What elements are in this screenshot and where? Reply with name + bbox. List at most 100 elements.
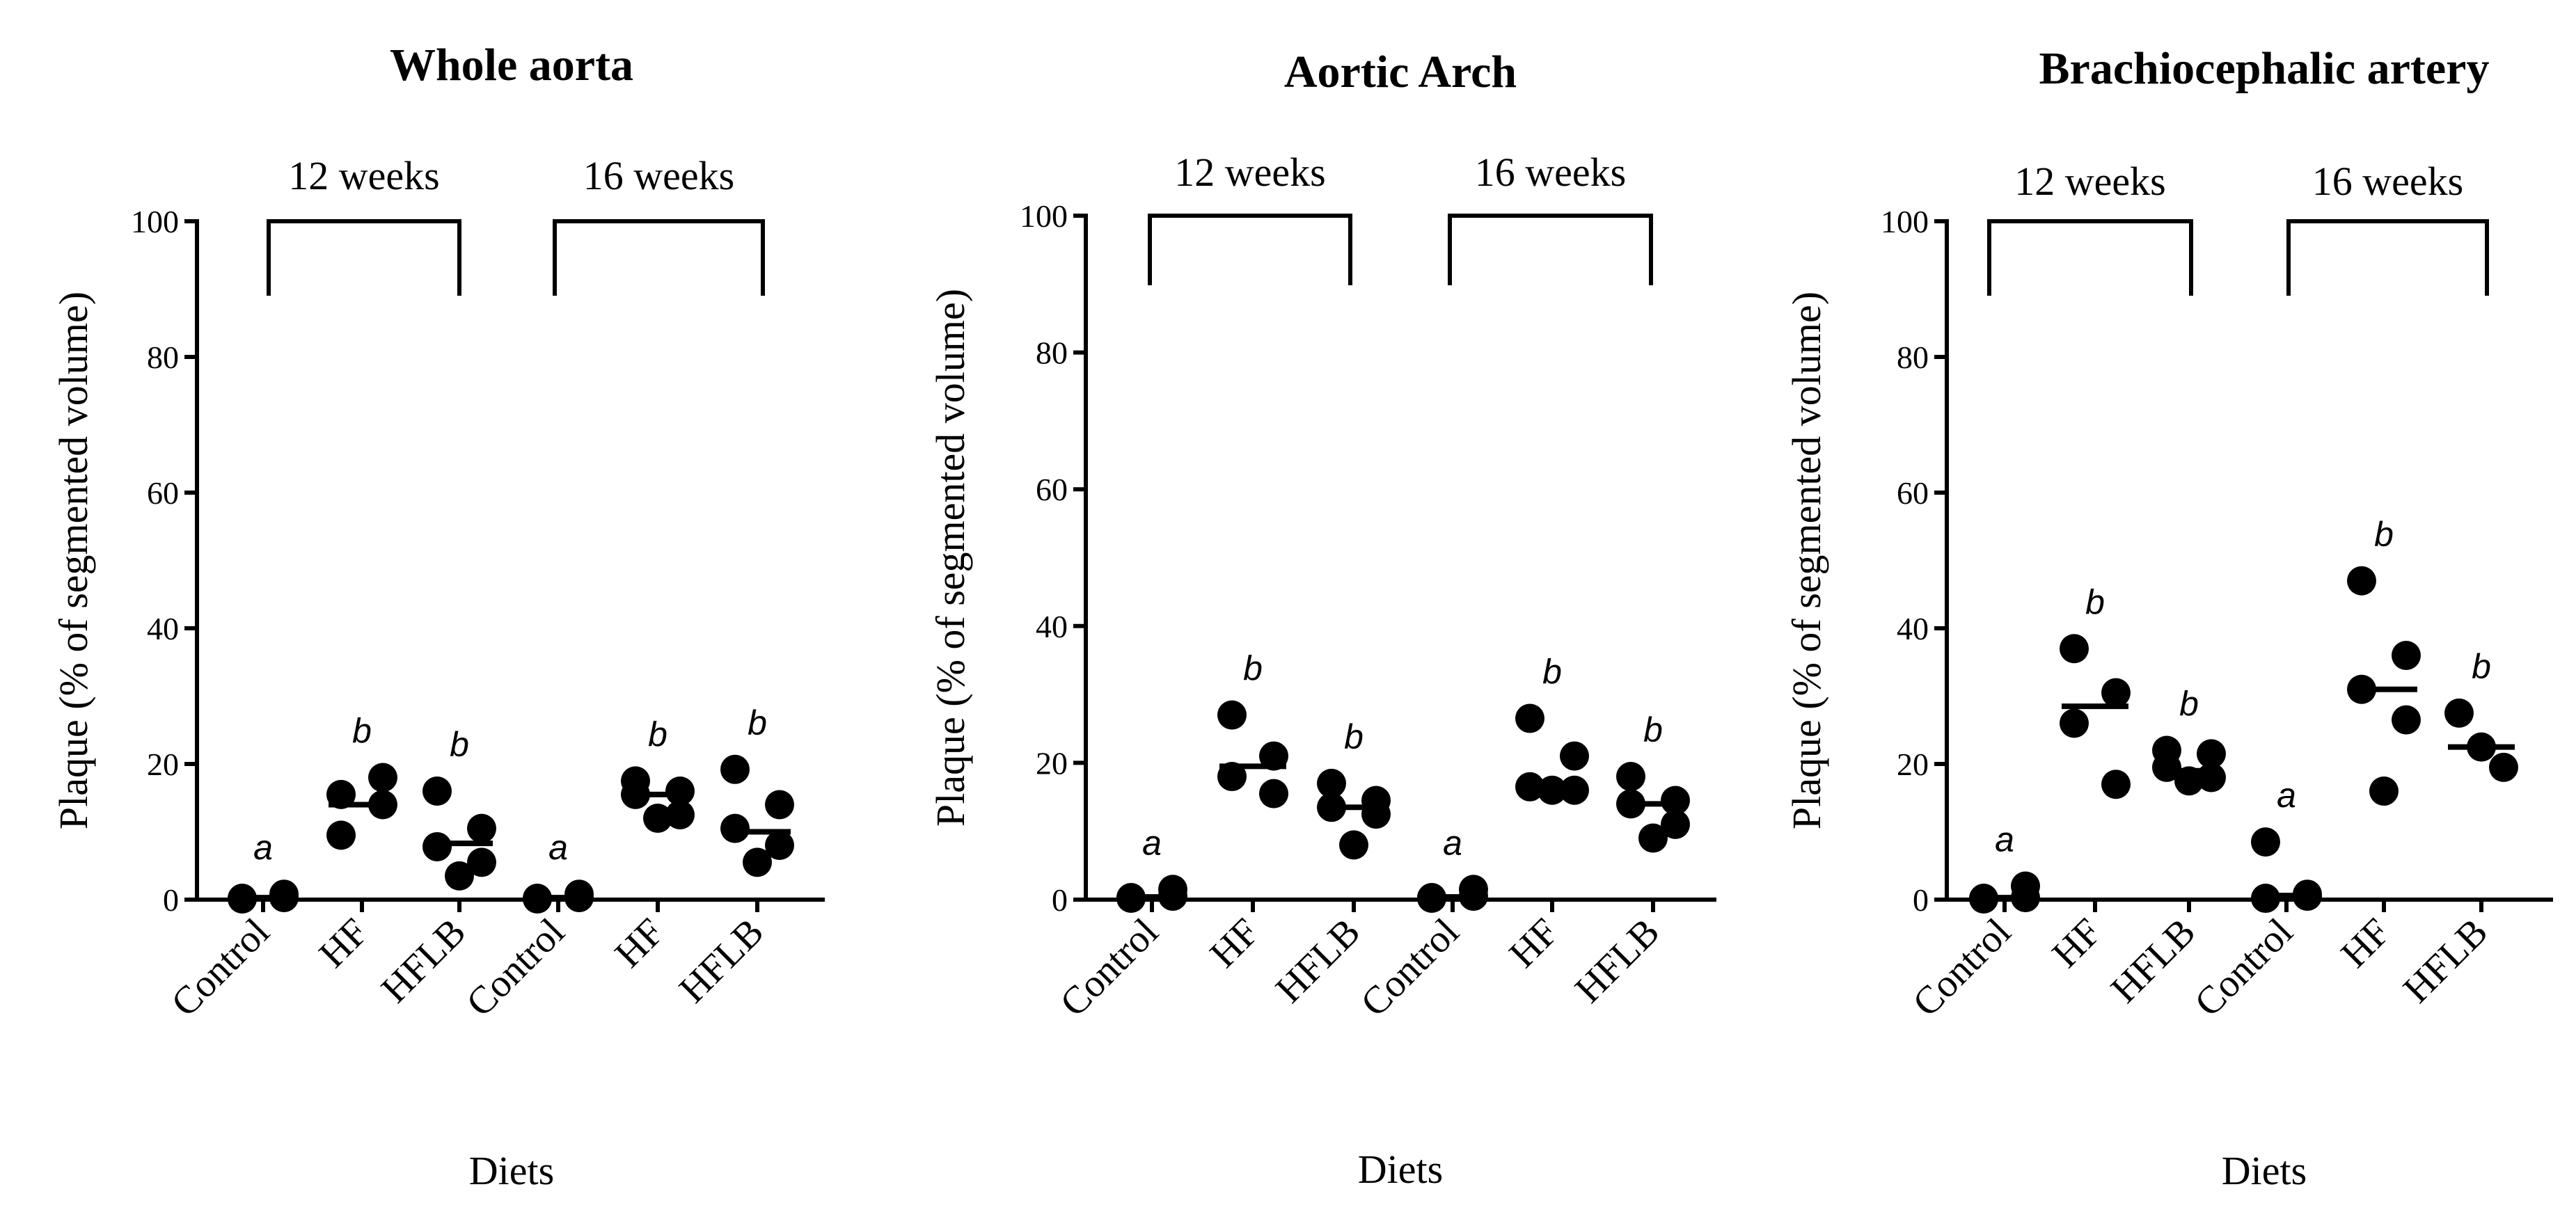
significance-letter: b [1243,649,1263,688]
y-tick-label: 80 [147,340,179,375]
panel-brachiocephalic-artery: Brachiocephalic artery 0 20 40 60 80 100 Plaque… [1784,43,2553,1193]
y-axis-label: Plaque (% of segmented volume) [51,292,96,829]
panel-whole-aorta: Whole aorta 0 20 40 60 80 100 Plaque (% of segm… [51,40,825,1193]
data-point [326,820,356,850]
x-axis-label: Diets [469,1148,554,1193]
x-axis-label: Diets [1358,1147,1443,1192]
category-label: HFLB [1567,910,1668,1011]
data-point [326,779,356,809]
y-tick-label: 60 [1897,475,1929,511]
data-point [1661,809,1690,839]
significance-letter: a [548,828,568,867]
y-tick-label: 0 [1052,882,1068,918]
significance-letter: a [1142,823,1162,862]
group-bracket [267,219,461,296]
category-label: HF [311,910,377,975]
group-label: 16 weeks [2312,159,2463,204]
category-label: Control [1352,910,1467,1025]
data-point [743,847,772,877]
data-point [1317,768,1346,798]
data-point [2251,827,2280,857]
significance-letter: a [1443,823,1462,862]
data-point [1560,775,1589,805]
data-point [765,831,794,860]
data-point [2444,698,2474,728]
data-point [2392,641,2421,670]
category-label: HF [2333,910,2399,975]
data-point [2101,770,2131,799]
panel-aortic-arch: Aortic Arch 0 20 40 60 80 100 Plaque (% of segm… [928,47,1716,1192]
y-tick-label: 100 [131,204,179,239]
group-label: 12 weeks [2014,159,2165,204]
category-label: HFLB [2395,910,2496,1011]
group-label: 12 weeks [1174,150,1325,195]
data-point [2347,566,2376,596]
significance-letter: b [1643,710,1663,749]
y-tick-label: 20 [1897,747,1929,782]
data-point [2392,705,2421,735]
data-point [2197,739,2226,769]
data-point [665,776,695,806]
data-point [1616,762,1645,792]
data-point [1361,799,1391,829]
data-point [2060,634,2089,664]
y-tick-label: 20 [147,747,179,782]
category-label: Control [458,910,573,1025]
data-point [1661,786,1690,815]
data-point [2152,752,2181,782]
data-point [467,813,496,843]
data-point [368,763,397,792]
significance-letter: b [1542,653,1562,692]
significance-letter: b [2179,685,2199,724]
data-point [1259,779,1288,808]
group-bracket [553,219,765,296]
data-point [2101,678,2131,708]
data-point [445,861,474,891]
data-point [2060,708,2089,738]
significance-letter: b [450,725,469,764]
category-label: Control [1904,910,2019,1025]
group-label: 16 weeks [1475,150,1626,195]
y-tick-label: 60 [1036,472,1068,507]
significance-letter: b [748,703,767,742]
data-point [2489,752,2518,782]
data-point [422,776,452,806]
y-axis-label: Plaque (% of segmented volume) [928,289,973,827]
data-point [643,804,672,833]
y-tick-label: 20 [1036,745,1068,781]
y-tick-label: 100 [1881,204,1929,239]
category-label: HF [2044,910,2110,975]
significance-letter: b [2085,582,2105,621]
data-point [422,831,452,861]
group-bracket [1148,214,1352,285]
category-label: Control [2186,910,2301,1025]
chart-title: Aortic Arch [1284,47,1517,97]
chart-title: Whole aorta [390,40,633,90]
y-tick-label: 60 [147,475,179,511]
group-label: 12 weeks [288,153,439,198]
significance-letter: b [352,712,372,751]
significance-letter: b [2374,515,2394,554]
x-axis-label: Diets [2222,1148,2307,1193]
data-point [2369,776,2399,806]
data-point [2174,766,2204,796]
y-tick-label: 100 [1020,198,1068,234]
y-tick-label: 80 [1897,340,1929,375]
group-bracket [1448,214,1653,285]
y-tick-label: 40 [1897,611,1929,646]
data-point [1339,830,1368,860]
data-point [1560,741,1589,771]
y-tick-label: 0 [1913,882,1929,918]
category-label: HF [607,910,672,975]
significance-letter: b [648,715,667,754]
significance-letter: b [1344,717,1364,756]
category-label: HF [1202,910,1267,975]
y-tick-label: 40 [1036,609,1068,644]
significance-letter: a [253,828,273,867]
category-label: HFLB [671,910,772,1011]
data-point [1217,700,1247,730]
data-point [720,813,750,843]
data-point [467,847,496,877]
data-point [1217,762,1247,792]
